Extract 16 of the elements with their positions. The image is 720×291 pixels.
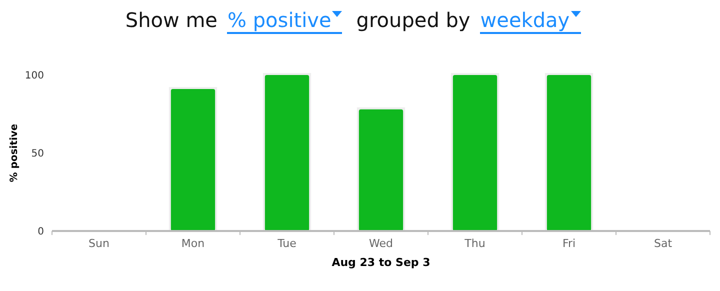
x-tick-label: Tue xyxy=(276,237,297,250)
chart-title: Show me xyxy=(125,8,218,32)
text: grouped by xyxy=(356,8,470,32)
x-tick-label: Thu xyxy=(464,237,486,250)
y-tick-label: 50 xyxy=(31,148,44,160)
y-tick-label: 0 xyxy=(38,226,44,238)
y-tick-label: 100 xyxy=(24,70,44,82)
text: weekday xyxy=(480,8,581,34)
x-tick-label: Sat xyxy=(654,237,673,250)
x-axis-title: Aug 23 to Sep 3 xyxy=(332,256,430,269)
text: % positive xyxy=(227,8,342,34)
x-tick-label: Sun xyxy=(88,237,110,250)
x-tick-label: Fri xyxy=(562,237,576,250)
x-tick-label: Wed xyxy=(369,237,393,250)
y-axis-title: % positive xyxy=(9,124,20,182)
x-tick-label: Mon xyxy=(181,237,205,250)
